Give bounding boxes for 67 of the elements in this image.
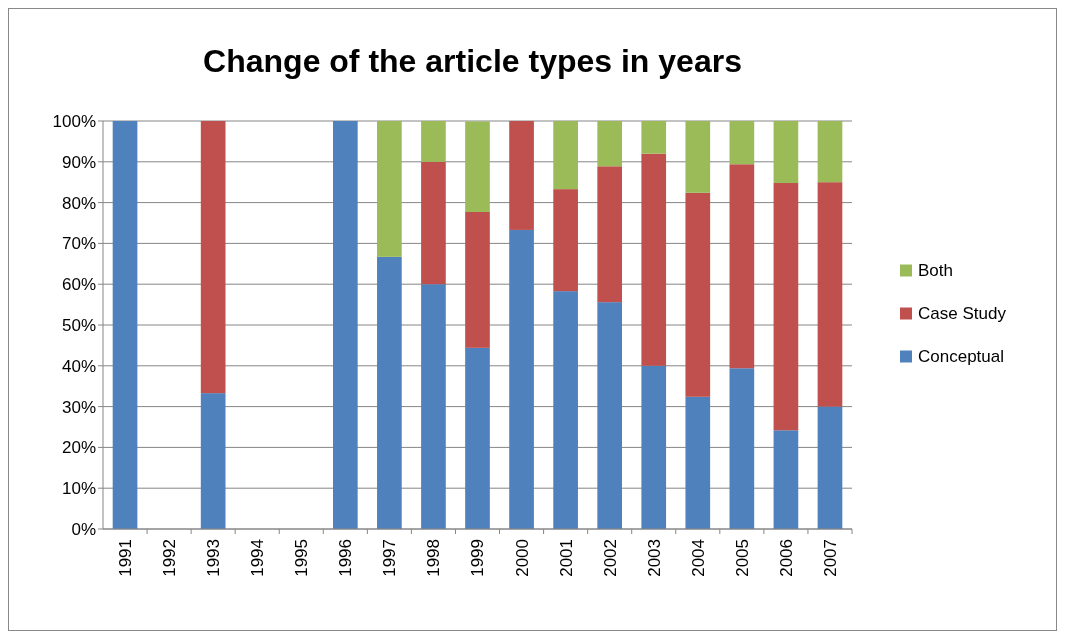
y-tick-label: 60%	[61, 275, 96, 295]
bar	[773, 430, 799, 529]
y-tick-label: 70%	[61, 234, 96, 254]
bar	[773, 183, 799, 431]
bar	[685, 396, 711, 529]
bar	[641, 153, 667, 366]
bar	[817, 121, 843, 183]
bar	[729, 368, 755, 529]
x-tick-label: 2004	[688, 539, 708, 577]
x-tick-label: 2003	[644, 539, 664, 577]
x-tick-label: 2000	[512, 539, 532, 577]
bar	[509, 229, 534, 529]
x-tick-label: 1993	[204, 539, 224, 577]
y-tick-label: 50%	[61, 315, 96, 335]
y-tick-label: 0%	[71, 519, 96, 539]
x-tick-label: 2005	[732, 539, 752, 577]
bar	[553, 189, 578, 292]
bar	[817, 182, 843, 407]
bar	[685, 121, 711, 193]
y-tick-label: 10%	[61, 479, 96, 499]
bar	[465, 347, 490, 529]
bar	[465, 121, 490, 212]
x-tick-label: 1991	[115, 539, 135, 577]
y-tick-label: 20%	[61, 438, 96, 458]
x-tick-label: 1994	[248, 539, 268, 577]
bar	[421, 161, 446, 285]
y-tick-label: 90%	[61, 152, 96, 172]
bar	[817, 406, 843, 529]
legend-label: Both	[918, 261, 953, 281]
bar	[421, 284, 446, 529]
x-tick-label: 1999	[468, 539, 488, 577]
y-tick-label: 100%	[52, 111, 96, 131]
bar	[509, 121, 534, 230]
bar	[377, 121, 402, 257]
bar	[597, 166, 623, 303]
bar	[553, 121, 578, 190]
x-tick-label: 1996	[336, 539, 356, 577]
bar	[112, 121, 138, 529]
x-tick-label: 1998	[424, 539, 444, 577]
x-tick-label: 2002	[600, 539, 620, 577]
bar	[200, 393, 226, 529]
bar	[200, 121, 226, 394]
bar	[553, 291, 578, 529]
legend-label: Conceptual	[918, 347, 1005, 367]
x-tick-label: 1995	[292, 539, 312, 577]
x-tick-label: 2006	[776, 539, 796, 577]
bar	[641, 365, 667, 529]
bar	[421, 121, 446, 162]
bar	[729, 164, 755, 369]
bar	[377, 256, 402, 529]
bar	[773, 121, 799, 184]
chart-title: Change of the article types in years	[203, 43, 742, 79]
x-tick-label: 2001	[556, 539, 576, 577]
bar	[597, 121, 623, 167]
legend-label: Case Study	[918, 304, 1007, 324]
bar	[465, 211, 490, 348]
bar	[597, 302, 623, 529]
x-tick-label: 1997	[380, 539, 400, 577]
x-tick-label: 1992	[160, 539, 180, 577]
bar	[685, 192, 711, 397]
y-tick-label: 30%	[61, 397, 96, 417]
y-tick-label: 40%	[61, 356, 96, 376]
bar	[729, 121, 755, 165]
bar	[332, 121, 358, 529]
bar	[641, 121, 667, 154]
y-tick-label: 80%	[61, 193, 96, 213]
x-tick-label: 2007	[820, 539, 840, 577]
